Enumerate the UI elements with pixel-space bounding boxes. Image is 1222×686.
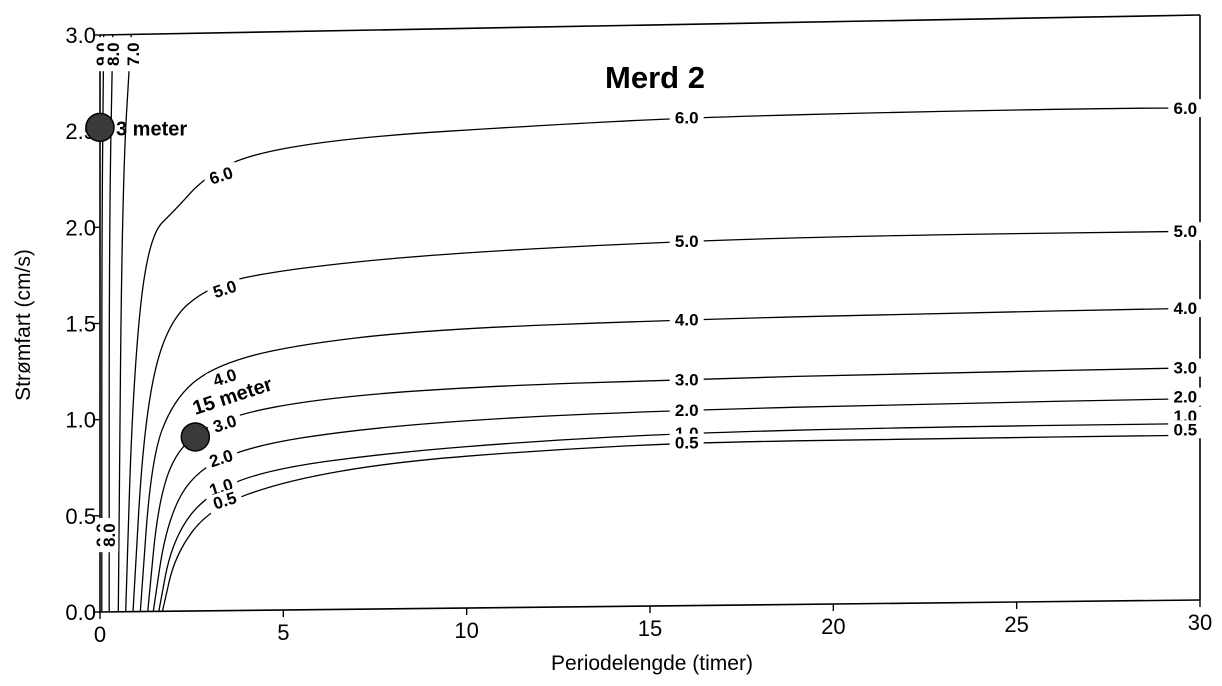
contour-label: 6.0	[1173, 99, 1197, 118]
contour-label-bg	[1168, 222, 1203, 241]
contour-labels: 6.06.06.05.05.05.04.04.04.03.03.03.02.02…	[92, 37, 1203, 553]
data-point	[180, 422, 211, 452]
contour-label-bg	[205, 363, 244, 392]
contour-label-bg	[205, 486, 244, 515]
top-frame-line	[99, 14, 1201, 36]
contour-label-group: 4.0	[1168, 299, 1203, 318]
contour-label-bg	[669, 108, 704, 127]
contour-label-group: 3.0	[1168, 358, 1203, 378]
contour-label-group: 6.0	[1168, 99, 1203, 118]
contour-label-bg	[100, 518, 119, 553]
contour-line-5.0	[132, 230, 1201, 613]
contour-label: 4.0	[1173, 299, 1197, 318]
x-tick-label: 15	[638, 616, 662, 641]
contour-line-0.5	[161, 434, 1201, 613]
y-tick-label: 3.0	[65, 23, 96, 48]
contour-line-2.0	[152, 397, 1201, 613]
contour-line-4.0	[139, 307, 1201, 613]
data-point	[85, 112, 115, 143]
contour-line-6.0	[125, 107, 1200, 613]
contour-label-bg	[202, 473, 240, 501]
x-axis-title: Periodelengde (timer)	[551, 652, 753, 675]
x-tick-label: 5	[277, 620, 289, 645]
contour-label-group: 6.0	[202, 161, 240, 190]
contour-label-group: 8.0	[103, 37, 123, 72]
contour-label-bg	[1168, 299, 1203, 318]
contour-label-bg	[669, 370, 704, 389]
y-tick-label: 2.0	[65, 215, 96, 240]
contour-label-bg	[1168, 358, 1203, 377]
x-tick-label: 0	[94, 622, 106, 647]
axes-frame	[99, 14, 1201, 613]
x-tick-label: 20	[821, 614, 845, 639]
contour-label: 6.0	[675, 109, 699, 128]
contour-label: 0.5	[675, 434, 699, 453]
contour-label-bg	[202, 161, 240, 190]
contour-label-group: 2.0	[669, 401, 704, 420]
contour-label: 3.0	[1173, 359, 1197, 378]
contour-label: 7.0	[124, 42, 143, 66]
contour-label: 5.0	[1173, 222, 1197, 241]
contour-label: 8.0	[104, 42, 123, 66]
contour-label-bg	[202, 444, 240, 472]
contour-label-group: 5.0	[669, 231, 704, 251]
chart-title: Merd 2	[605, 60, 705, 95]
contour-label-bg	[205, 409, 244, 438]
point-annotation: 3 meter	[116, 118, 187, 140]
contour-label-bg	[669, 401, 704, 419]
x-tick-label: 30	[1188, 610, 1212, 635]
contour-line-8.0	[108, 34, 114, 612]
x-tick-label: 25	[1004, 612, 1028, 637]
contour-label-group: 5.0	[1168, 222, 1203, 241]
contour-label-group: 7.0	[124, 37, 143, 72]
contour-label-bg	[124, 37, 142, 72]
contour-line-9.0	[101, 34, 105, 612]
contour-label-bg	[205, 275, 244, 303]
contour-label: 2.0	[675, 401, 699, 420]
contour-label-group: 6.0	[669, 108, 704, 128]
contour-label: 4.0	[675, 311, 699, 330]
contour-label-group: 4.0	[669, 310, 704, 330]
x-tick-label: 10	[454, 618, 478, 643]
contour-label: 5.0	[675, 232, 699, 251]
contour-label-group: 8.0	[100, 518, 119, 553]
contour-label-group: 0.5	[1168, 420, 1203, 439]
contour-lines	[101, 34, 1201, 613]
y-tick-label: 0.5	[65, 504, 96, 529]
contour-label: 0.5	[1173, 420, 1197, 439]
contour-label-group: 0.5	[669, 433, 704, 453]
contour-label-bg	[1168, 387, 1203, 406]
contour-line-7.0	[117, 34, 132, 613]
y-tick-label: 1.5	[65, 312, 96, 337]
contour-label-group: 2.0	[202, 444, 240, 472]
y-axis-title: Strømfart (cm/s)	[12, 249, 35, 401]
contour-label-group: 5.0	[205, 275, 244, 303]
contour-label-group: 2.0	[1168, 387, 1203, 407]
axis-ticks: 0 5 10 15 20 25 300.00.51.01.52.02.53.0	[65, 23, 1212, 647]
contour-label-bg	[103, 37, 122, 72]
contour-label-group: 3.0	[669, 370, 704, 389]
contour-label-bg	[669, 310, 704, 329]
contour-label: 3.0	[675, 370, 699, 389]
contour-line-3.0	[147, 367, 1201, 613]
contour-label-bg	[669, 433, 704, 452]
contour-label-bg	[669, 231, 704, 250]
contour-label: 8.0	[100, 523, 119, 547]
contour-label: 2.0	[1173, 388, 1197, 407]
contour-label-bg	[1168, 99, 1203, 118]
y-tick-label: 1.0	[65, 408, 96, 433]
y-tick-label: 0.0	[65, 600, 96, 625]
contour-label-bg	[1168, 420, 1203, 439]
